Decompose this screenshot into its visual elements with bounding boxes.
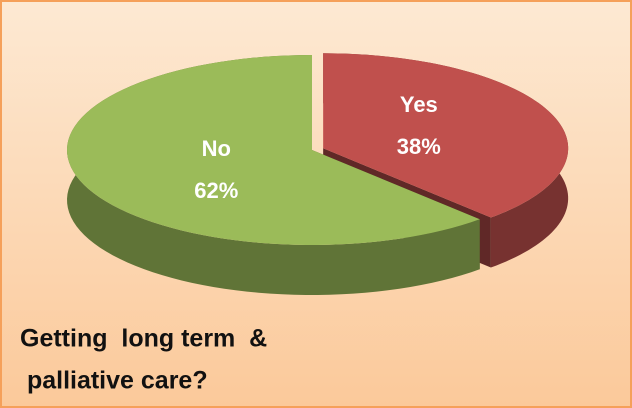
pie-slice xyxy=(323,53,569,218)
data-labels: Yes 38% No 62% xyxy=(194,92,441,203)
value-label: 62% xyxy=(194,178,238,203)
category-label: No xyxy=(202,136,231,161)
category-label: Yes xyxy=(400,92,438,117)
chart-title: palliative care? xyxy=(20,367,208,395)
pie-slice xyxy=(67,55,480,245)
pie-tops xyxy=(67,53,569,245)
chart-title: Getting long term & xyxy=(20,325,267,353)
value-label: 38% xyxy=(397,134,441,159)
